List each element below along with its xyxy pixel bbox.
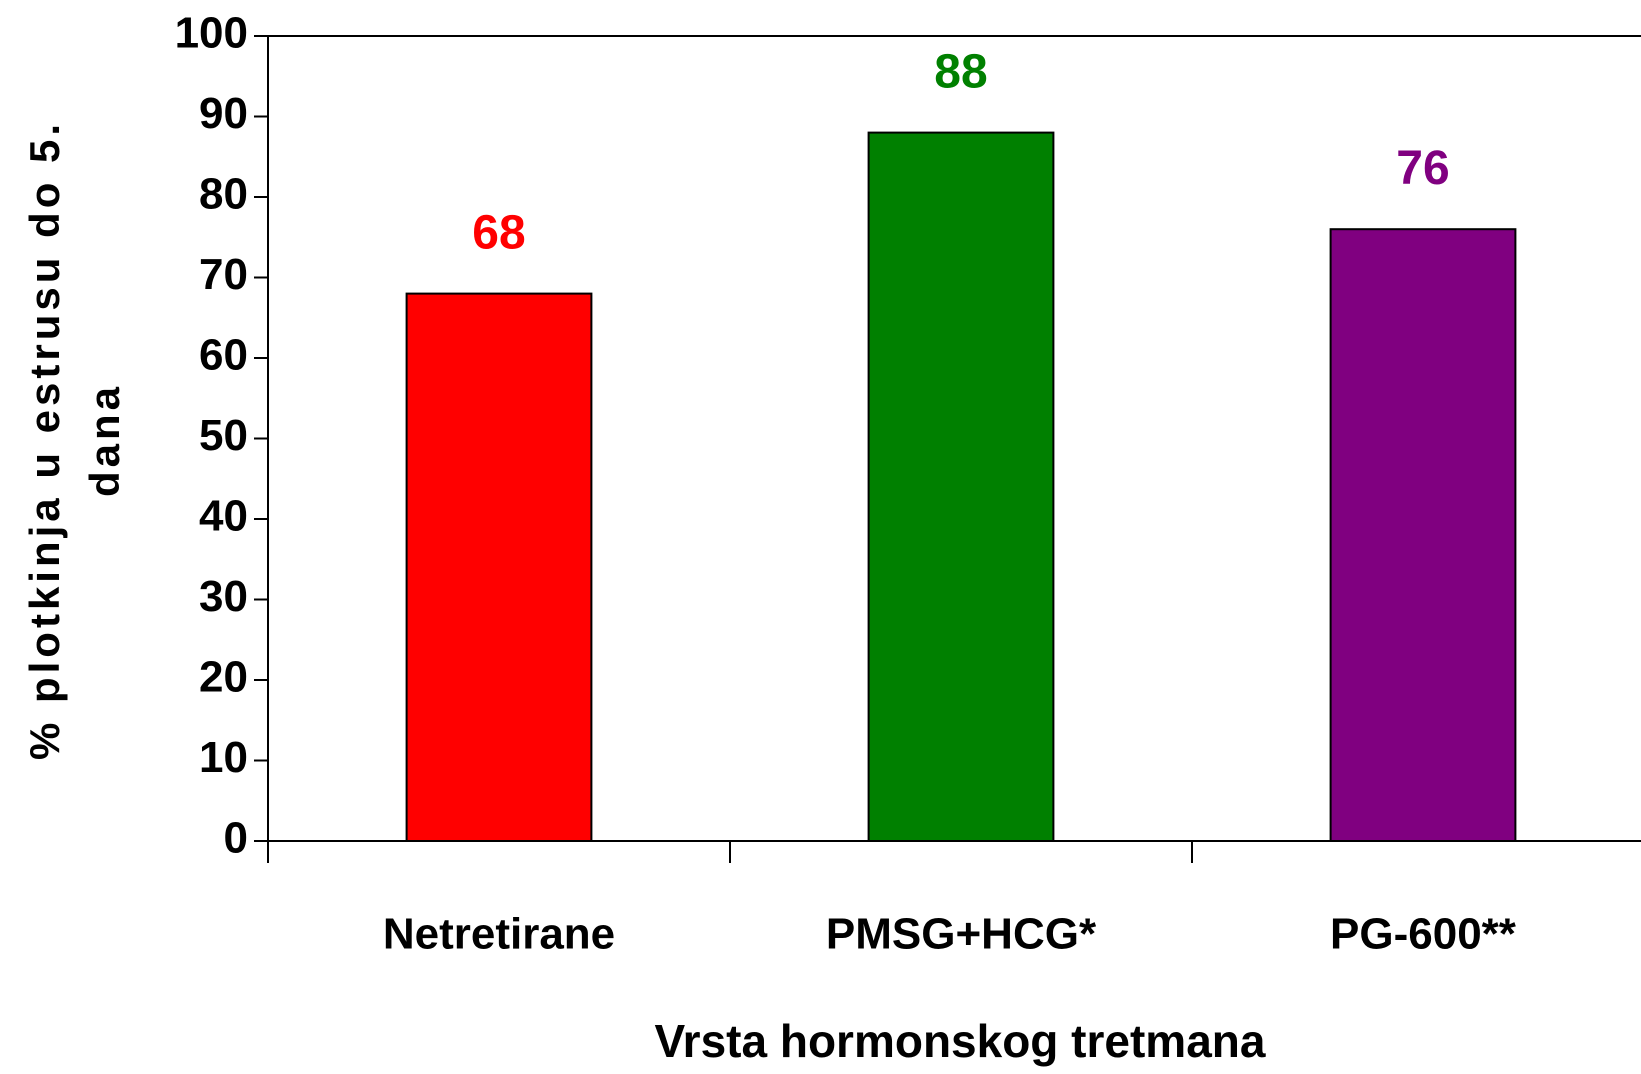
value-label: 88 — [934, 45, 987, 98]
y-tick-label: 90 — [199, 89, 248, 138]
y-axis-label: dana — [81, 383, 128, 497]
y-tick-label: 60 — [199, 331, 248, 380]
bar — [1329, 228, 1517, 842]
bar — [867, 131, 1055, 843]
y-tick-label: 100 — [175, 9, 248, 58]
y-axis-label: % plotkinja u estrusu do 5. — [21, 120, 68, 760]
value-label: 76 — [1396, 142, 1449, 195]
y-tick-label: 20 — [199, 653, 248, 702]
x-tick-label: Netretirane — [383, 910, 615, 959]
y-tick-label: 70 — [199, 250, 248, 299]
y-tick-label: 80 — [199, 170, 248, 219]
y-tick-label: 10 — [199, 733, 248, 782]
y-tick-label: 0 — [224, 814, 248, 863]
y-tick-label: 40 — [199, 492, 248, 541]
y-tick-label: 50 — [199, 411, 248, 460]
y-tick-label: 30 — [199, 572, 248, 621]
x-tick-label: PMSG+HCG* — [826, 910, 1097, 959]
x-axis-label: Vrsta hormonskog tretmana — [655, 1015, 1266, 1067]
value-label: 68 — [472, 206, 525, 259]
x-tick-label: PG-600** — [1330, 910, 1517, 959]
bar — [405, 292, 593, 843]
